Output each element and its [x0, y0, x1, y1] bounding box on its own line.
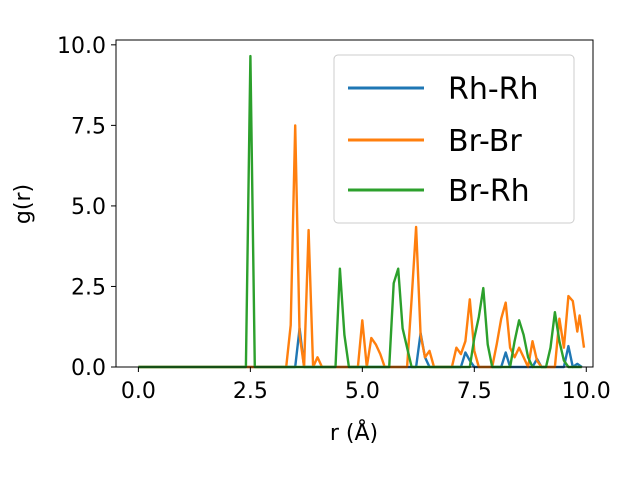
y-axis-label: g(r) [11, 184, 36, 224]
legend-box [333, 54, 575, 224]
x-tick-label: 7.5 [457, 379, 492, 404]
x-tick-label: 10.0 [562, 379, 611, 404]
x-tick-label: 2.5 [233, 379, 268, 404]
legend-label-rh-rh: Rh-Rh [448, 72, 539, 107]
legend-label-br-rh: Br-Rh [448, 174, 530, 209]
legend: Rh-Rh Br-Br Br-Rh [333, 54, 575, 224]
ticks-layer: 0.0 2.5 5.0 7.5 10.0 0.0 2.5 5.0 7.5 10.0 [57, 34, 611, 404]
x-tick-label: 0.0 [121, 379, 156, 404]
series-line-br-br [138, 124, 586, 369]
y-tick-label: 7.5 [71, 114, 106, 139]
series-line-br-rh [138, 54, 582, 369]
x-tick-label: 5.0 [345, 379, 380, 404]
legend-label-br-br: Br-Br [448, 124, 522, 159]
y-tick-label: 2.5 [71, 275, 106, 300]
plot-frame [115, 39, 594, 368]
y-tick-label: 5.0 [71, 195, 106, 220]
x-axis-label: r (Å) [330, 419, 378, 446]
y-tick-label: 0.0 [71, 356, 106, 381]
y-tick-label: 10.0 [57, 34, 106, 59]
